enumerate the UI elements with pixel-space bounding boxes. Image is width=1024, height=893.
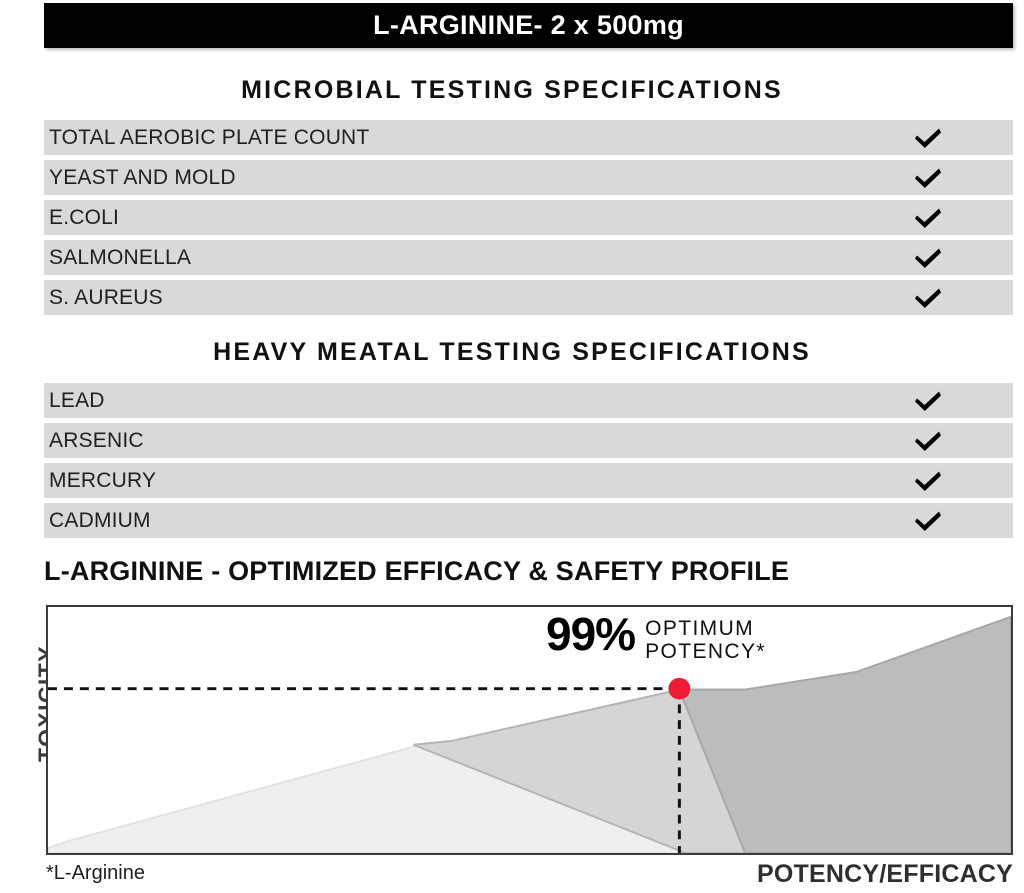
- checkmark-icon: [888, 463, 968, 498]
- spec-label: S. AUREUS: [49, 285, 163, 309]
- table-row: E.COLI: [44, 200, 1013, 235]
- checkmark-icon: [888, 240, 968, 275]
- table-row: MERCURY: [44, 463, 1013, 498]
- spec-label: YEAST AND MOLD: [49, 165, 236, 189]
- spec-label: ARSENIC: [49, 428, 144, 452]
- spec-label: CADMIUM: [49, 508, 151, 532]
- chart-x-axis-label: POTENCY/EFFICACY: [757, 860, 1013, 888]
- microbial-section-heading: MICROBIAL TESTING SPECIFICATIONS: [241, 76, 783, 104]
- chart-title: L-ARGININE - OPTIMIZED EFFICACY & SAFETY…: [44, 556, 790, 586]
- table-row: LEAD: [44, 383, 1013, 418]
- checkmark-icon: [888, 200, 968, 235]
- checkmark-icon: [888, 503, 968, 538]
- microbial-spec-table: TOTAL AEROBIC PLATE COUNT YEAST AND MOLD…: [44, 120, 1013, 320]
- toxicity-potency-chart: [46, 605, 1013, 855]
- table-row: SALMONELLA: [44, 240, 1013, 275]
- checkmark-icon: [888, 160, 968, 195]
- spec-label: TOTAL AEROBIC PLATE COUNT: [49, 125, 370, 149]
- spec-label: E.COLI: [49, 205, 120, 229]
- chart-footnote: *L-Arginine: [46, 862, 145, 884]
- table-row: S. AUREUS: [44, 280, 1013, 315]
- checkmark-icon: [888, 280, 968, 315]
- spec-label: SALMONELLA: [49, 245, 192, 269]
- optimum-potency-marker-icon: [668, 677, 691, 700]
- table-row: CADMIUM: [44, 503, 1013, 538]
- chart-plot-area: [48, 615, 1011, 853]
- page-title: L-ARGININE- 2 x 500mg: [373, 10, 684, 40]
- heavy-metal-spec-table: LEAD ARSENIC MERCURY CADMIUM: [44, 383, 1013, 543]
- heavy-metal-section-heading: HEAVY MEATAL TESTING SPECIFICATIONS: [213, 338, 811, 366]
- spec-label: LEAD: [49, 388, 105, 412]
- chart-area-layer-3: [677, 615, 1011, 853]
- checkmark-icon: [888, 383, 968, 418]
- spec-label: MERCURY: [49, 468, 157, 492]
- product-title-bar: L-ARGININE- 2 x 500mg: [44, 3, 1013, 48]
- table-row: ARSENIC: [44, 423, 1013, 458]
- table-row: YEAST AND MOLD: [44, 160, 1013, 195]
- checkmark-icon: [888, 120, 968, 155]
- checkmark-icon: [888, 423, 968, 458]
- table-row: TOTAL AEROBIC PLATE COUNT: [44, 120, 1013, 155]
